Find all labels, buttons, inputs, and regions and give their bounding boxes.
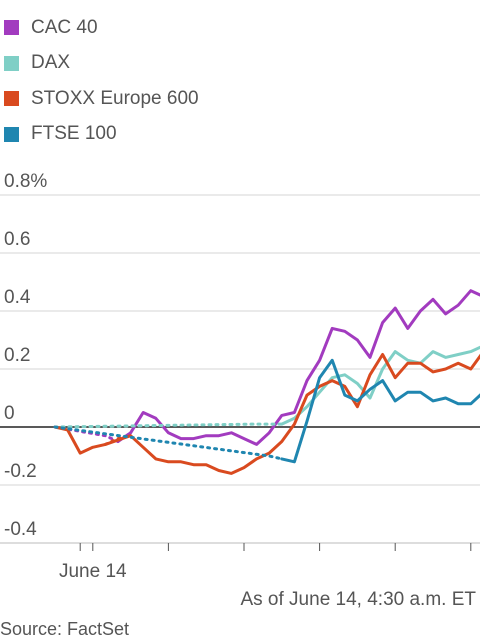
y-axis-ticks: 0.8% 0.6 0.4 0.2 0 -0.2 -0.4 [4,171,47,540]
x-axis: June 14 [0,542,480,582]
x-tick-label: June 14 [59,561,127,582]
legend-swatch-dax [4,55,19,71]
legend-label-dax: DAX [31,52,71,74]
legend-label-stoxx600: STOXX Europe 600 [31,87,199,109]
legend-item-ftse100: FTSE 100 [4,117,199,153]
legend-swatch-stoxx600 [4,91,19,107]
y-tick-label: -0.2 [4,461,37,482]
legend-swatch-ftse100 [4,126,19,142]
legend-label-ftse100: FTSE 100 [31,123,117,145]
y-tick-label: 0.2 [4,345,30,366]
legend-item-cac40: CAC 40 [4,10,199,46]
y-tick-label: 0.4 [4,287,31,308]
y-tick-label: -0.4 [4,519,37,540]
legend-swatch-cac40 [4,20,19,36]
series-dotted-dax [53,422,284,429]
legend-item-dax: DAX [4,46,199,82]
grid [0,194,480,544]
series-dotted-ftse-100 [53,425,284,461]
series-line-ftse-100 [280,358,480,464]
legend: CAC 40 DAX STOXX Europe 600 FTSE 100 [4,10,199,152]
legend-label-cac40: CAC 40 [31,16,98,38]
series-line-stoxx-europe-600 [53,353,480,475]
series-line-cac-40 [116,289,480,446]
series-lines [53,289,480,475]
source-note: Source: FactSet [0,619,130,639]
y-tick-label: 0 [4,403,15,424]
y-tick-label: 0.8% [4,171,47,192]
y-tick-label: 0.6 [4,229,30,250]
as-of-note: As of June 14, 4:30 a.m. ET [240,589,476,610]
legend-item-stoxx600: STOXX Europe 600 [4,81,199,117]
